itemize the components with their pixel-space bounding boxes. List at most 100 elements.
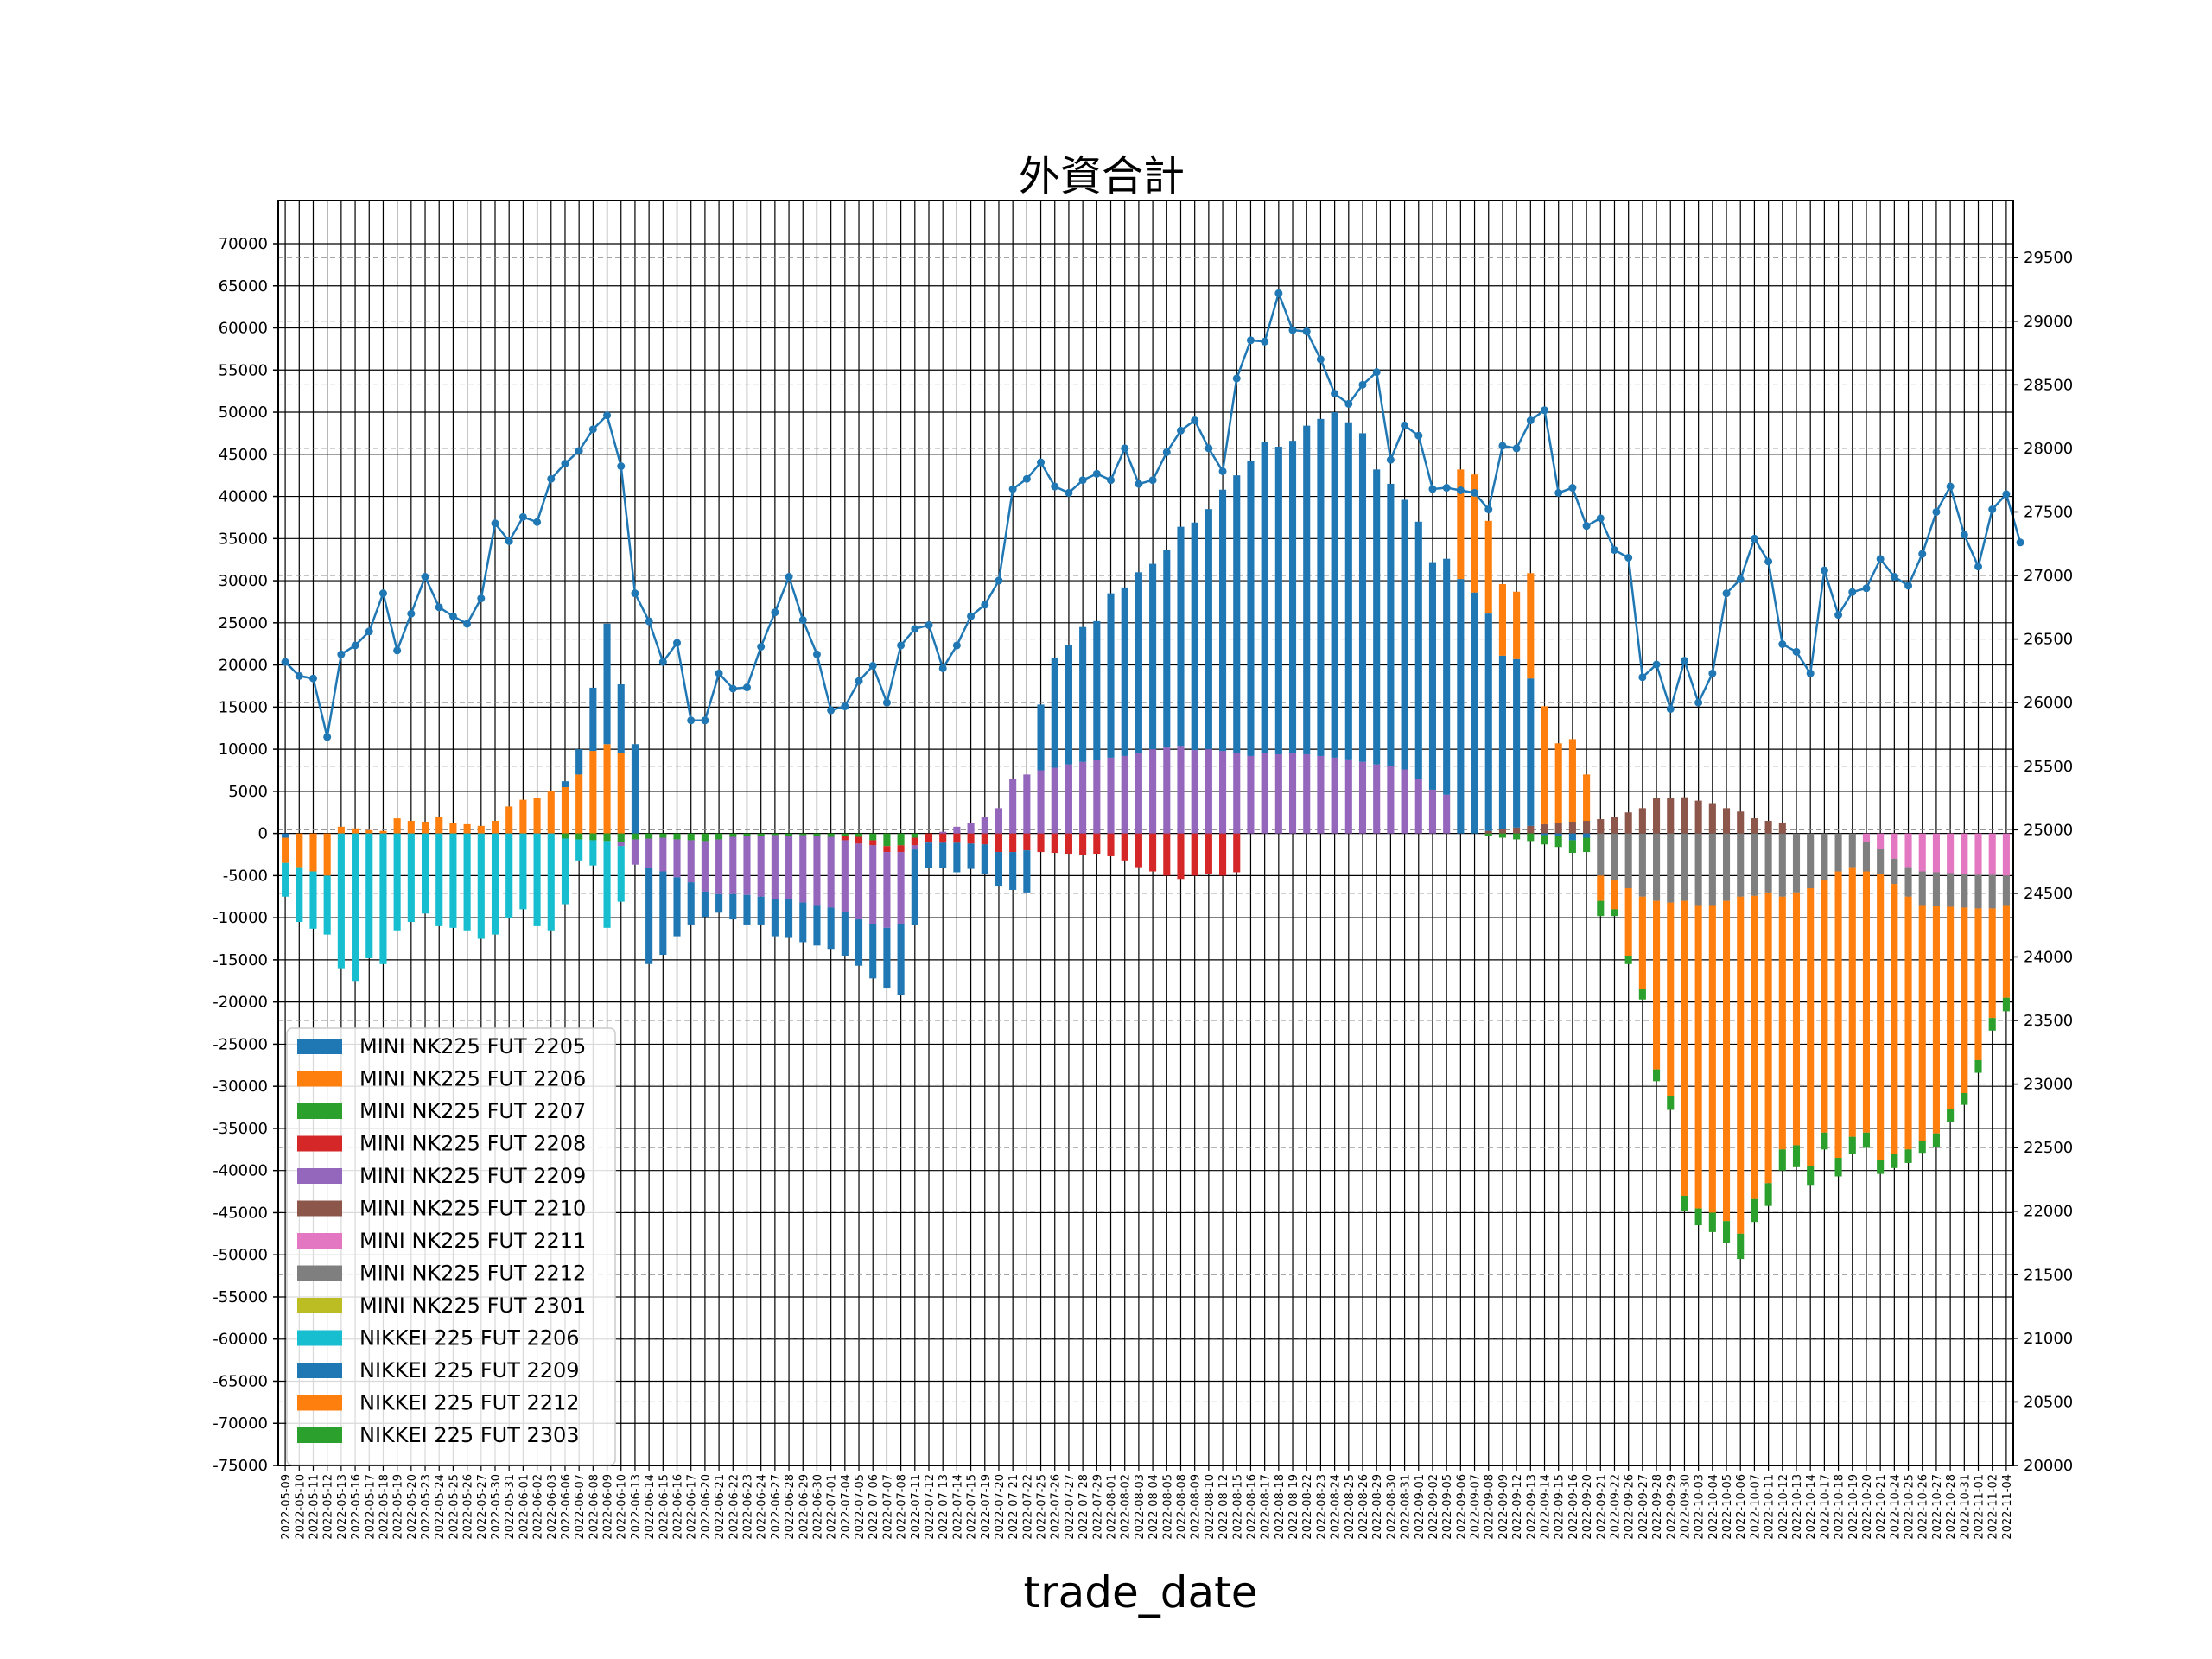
bar-segment — [841, 840, 849, 912]
bar-segment — [519, 799, 527, 834]
bar-segment — [1848, 1136, 1856, 1154]
y-tick-label: -55000 — [213, 1288, 268, 1306]
x-tick-label: 2022-08-17 — [1260, 1474, 1273, 1540]
x-tick-label: 2022-05-16 — [350, 1474, 363, 1540]
bar-segment — [1261, 442, 1268, 753]
line-point — [421, 573, 429, 582]
bar-segment — [1961, 874, 1968, 908]
bar-segment — [1891, 884, 1898, 1154]
bar-segment — [771, 899, 779, 937]
line-point — [1107, 476, 1116, 485]
bar-segment — [1023, 850, 1031, 893]
line-point — [1834, 611, 1843, 620]
x-tick-label: 2022-06-28 — [784, 1474, 797, 1540]
line-point — [308, 674, 317, 683]
bar-segment — [1694, 833, 1702, 906]
line-point — [378, 589, 387, 598]
x-tick-label: 2022-06-02 — [532, 1474, 545, 1540]
bar-segment — [1233, 475, 1241, 753]
line-point — [925, 620, 933, 629]
line-point — [1414, 431, 1423, 440]
bar-segment — [855, 836, 863, 844]
bar-segment — [1778, 896, 1786, 1150]
bar-segment — [869, 833, 877, 841]
chart-title: 外資合計 — [1019, 152, 1185, 200]
y-tick-label: -40000 — [213, 1162, 268, 1180]
x-tick-label: 2022-06-14 — [644, 1474, 657, 1540]
x-tick-label: 2022-10-06 — [1735, 1474, 1748, 1540]
x-tick-label: 2022-07-29 — [1091, 1474, 1104, 1540]
bar-segment — [603, 623, 611, 745]
bar-segment — [1722, 808, 1731, 834]
x-tick-label: 2022-05-11 — [308, 1474, 321, 1540]
bar-segment — [1722, 1221, 1731, 1243]
line-point — [1008, 485, 1017, 493]
bar-segment — [1624, 833, 1632, 889]
bar-segment — [421, 833, 429, 914]
bar-segment — [1778, 1149, 1786, 1171]
bar-segment — [477, 825, 485, 834]
line-point — [1778, 640, 1787, 649]
bar-segment — [1681, 1195, 1688, 1211]
line-point — [1274, 289, 1283, 297]
bar-segment — [1457, 579, 1465, 834]
bar-segment — [1583, 833, 1591, 838]
y-tick-label: -65000 — [213, 1372, 268, 1390]
line-point — [673, 639, 682, 647]
legend-swatch — [297, 1135, 342, 1152]
x-axis-ticks: 2022-05-09 2022-05-10 2022-05-11 2022-05-12… — [280, 1465, 2014, 1540]
x-tick-label: 2022-09-01 — [1414, 1474, 1427, 1540]
bar-segment — [589, 687, 597, 752]
bar-segment — [323, 833, 331, 876]
x-tick-label: 2022-09-15 — [1554, 1474, 1567, 1540]
bar-segment — [645, 833, 653, 839]
bar-segment — [1317, 755, 1325, 834]
x-tick-label: 2022-08-24 — [1330, 1474, 1343, 1540]
legend-label: MINI NK225 FUT 2210 — [359, 1197, 586, 1221]
legend-swatch — [297, 1395, 342, 1411]
x-tick-label: 2022-08-30 — [1385, 1474, 1398, 1540]
bar-segment — [939, 833, 947, 843]
bar-segment — [1653, 900, 1661, 1070]
bar-segment — [1247, 461, 1255, 756]
x-tick-label: 2022-10-04 — [1707, 1474, 1720, 1540]
bar-segment — [1568, 833, 1576, 841]
x-tick-label: 2022-06-10 — [616, 1474, 629, 1540]
bar-segment — [715, 893, 723, 913]
line-point — [1988, 505, 1997, 514]
bar-segment — [1821, 833, 1828, 880]
x-tick-label: 2022-06-15 — [658, 1474, 671, 1540]
line-point — [295, 671, 303, 680]
bar-segment — [1792, 1145, 1801, 1167]
bar-segment — [603, 841, 611, 928]
x-tick-label: 2022-08-02 — [1120, 1474, 1133, 1540]
line-point — [785, 573, 793, 582]
bar-segment — [1764, 833, 1772, 893]
bar-segment — [1121, 833, 1128, 861]
line-point — [1512, 444, 1521, 453]
bar-segment — [1737, 896, 1745, 1234]
bar-segment — [1918, 1141, 1926, 1154]
bar-segment — [1219, 833, 1227, 876]
line-point — [547, 474, 556, 483]
line-point — [1065, 488, 1073, 497]
bar-segment — [617, 833, 625, 842]
bar-segment — [1988, 908, 1996, 1019]
x-tick-label: 2022-05-18 — [378, 1474, 391, 1540]
x-tick-label: 2022-06-21 — [714, 1474, 727, 1540]
bar-segment — [659, 871, 667, 956]
x-tick-label: 2022-07-15 — [966, 1474, 979, 1540]
line-point — [448, 612, 457, 620]
x-tick-label: 2022-09-12 — [1511, 1474, 1524, 1540]
y-tick-label: 5000 — [228, 783, 268, 801]
bar-segment — [1568, 821, 1576, 834]
bar-segment — [645, 868, 653, 964]
bar-segment — [631, 744, 639, 834]
x-tick-label: 2022-09-16 — [1567, 1474, 1580, 1540]
bar-segment — [617, 846, 625, 902]
bar-segment — [1065, 764, 1072, 834]
bar-segment — [296, 833, 303, 868]
bar-segment — [1177, 833, 1185, 880]
bar-segment — [1344, 422, 1352, 760]
legend-label: MINI NK225 FUT 2208 — [359, 1132, 586, 1156]
